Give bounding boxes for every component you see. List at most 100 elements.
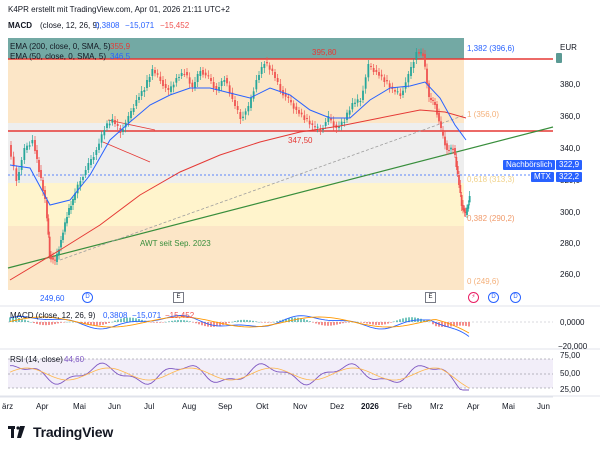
candle-body [394, 90, 396, 92]
candle-body [450, 147, 452, 150]
label-high: 395,80 [312, 48, 337, 57]
macd-bar [390, 322, 392, 323]
candle-body [364, 77, 367, 89]
candle-body [348, 110, 351, 115]
macd-bar [447, 322, 449, 327]
candle-body [351, 103, 354, 110]
candle-body [46, 200, 48, 219]
macd-bar [363, 322, 365, 323]
macd-bar [324, 322, 326, 326]
macd-bar [135, 318, 137, 322]
event-earnings-marker[interactable]: E [173, 292, 184, 303]
candle-body [231, 92, 234, 99]
macd-bar [72, 321, 74, 323]
event-earnings-marker-2[interactable]: E [425, 292, 436, 303]
macd-bar [342, 322, 344, 324]
fib-axis-tag [556, 53, 562, 63]
macd-bar [396, 320, 398, 322]
candle-body [66, 217, 68, 224]
macd-bar [60, 322, 62, 323]
candle-body [399, 93, 402, 96]
macd-bar [180, 319, 182, 322]
macd-signal-line [9, 316, 470, 334]
rsi-pane-label[interactable]: RSI (14, close) [10, 355, 63, 364]
macd-bar [27, 320, 29, 322]
candle-body [332, 121, 335, 127]
macd-bar [270, 322, 272, 323]
currency-label[interactable]: EUR [560, 43, 577, 52]
candle-body [54, 259, 56, 261]
event-dividend-marker[interactable]: D [82, 292, 93, 303]
uptrend-line[interactable] [7, 126, 554, 269]
macd-header-params: (close, 12, 26, 9) [40, 21, 100, 30]
candle-body [396, 91, 399, 93]
candle-body [415, 52, 418, 60]
time-tick: Apr [36, 402, 49, 411]
dashed-trend-line[interactable] [59, 114, 466, 261]
macd-bar [225, 322, 227, 324]
candle-body [402, 90, 404, 95]
candle-body [98, 143, 100, 150]
candle-body [20, 160, 23, 170]
macd-bar [171, 320, 173, 322]
candle-body [210, 78, 212, 81]
price-tick-360: 360,0 [560, 112, 581, 121]
macd-bar [300, 318, 302, 322]
rsi-tick-50: 50,00 [560, 369, 581, 378]
rsi-pane-value: 44,60 [64, 355, 85, 364]
macd-bar [153, 322, 155, 323]
event-flag-marker[interactable]: ⚡ [468, 292, 479, 303]
label-fib-1382: 1,382 (396,6) [467, 44, 515, 53]
candle-body [207, 75, 210, 77]
macd-bar [96, 322, 98, 326]
label-fib-1: 1 (356,0) [467, 110, 500, 119]
macd-bar [453, 322, 455, 327]
candle-body [412, 62, 415, 68]
macd-bar [126, 317, 128, 322]
tradingview-logo[interactable]: TradingView [8, 423, 113, 441]
candle-body [442, 130, 444, 136]
candle-body [430, 98, 432, 100]
candle-body [324, 122, 327, 126]
candle-body [327, 116, 330, 122]
time-tick: Mrz [430, 402, 444, 411]
macd-bar [435, 322, 437, 327]
candle-body [68, 208, 70, 215]
macd-bar [441, 322, 443, 327]
macd-bar [264, 322, 266, 323]
macd-bar [384, 322, 386, 325]
candle-body [228, 85, 231, 94]
macd-bar [231, 321, 233, 323]
event-dividend-marker-2[interactable]: D [488, 292, 499, 303]
macd-bar [114, 320, 116, 322]
event-dividend-marker-3[interactable]: D [510, 292, 521, 303]
macd-bar [111, 321, 113, 323]
macd-bar [69, 321, 71, 323]
rsi-tick-75: 75,00 [560, 351, 581, 360]
candle-body [255, 80, 258, 90]
label-fib-0382: 0,382 (290,2) [467, 214, 515, 223]
candle-body [346, 112, 348, 120]
macd-bar [336, 322, 338, 325]
macd-pane-label[interactable]: MACD (close, 12, 26, 9) [10, 311, 96, 320]
macd-bar [84, 322, 86, 325]
macd-bar [195, 322, 197, 324]
candle-body [308, 120, 311, 125]
macd-header-title[interactable]: MACD [8, 21, 32, 30]
macd-bar [273, 321, 275, 323]
candle-body [199, 71, 202, 76]
candle-body [420, 52, 422, 54]
macd-bar [375, 322, 377, 325]
ema50-legend-label[interactable]: EMA (50, close, 0, SMA, 5) [10, 52, 107, 61]
candle-body [306, 118, 308, 119]
macd-bar [102, 322, 104, 325]
candle-body [10, 145, 12, 157]
candle-body [122, 129, 124, 132]
candle-body [266, 62, 268, 64]
candle-body [367, 64, 370, 78]
candle-body [247, 106, 250, 112]
ema50-line [9, 81, 467, 206]
macd-header-value2: −15,071 [125, 21, 155, 30]
ema200-legend-label[interactable]: EMA (200, close, 0, SMA, 5) [10, 42, 111, 51]
